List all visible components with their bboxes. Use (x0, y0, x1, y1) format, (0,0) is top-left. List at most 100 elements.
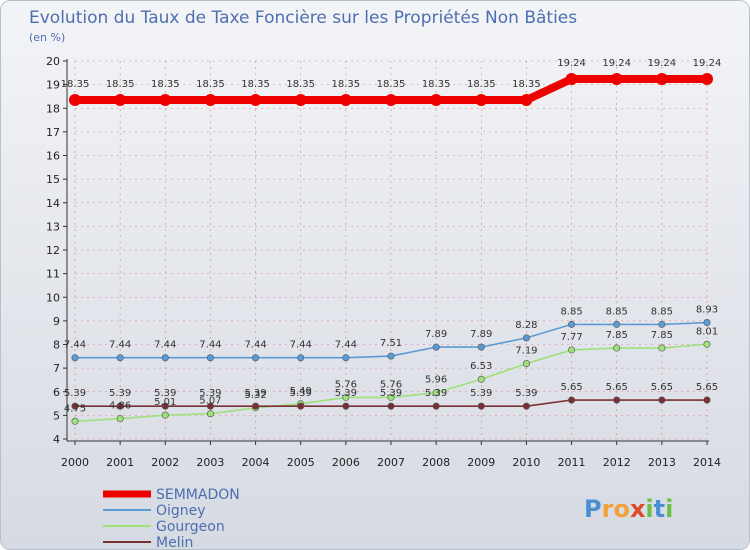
data-label: 5.49 (290, 386, 312, 397)
legend-label: Gourgeon (156, 519, 225, 535)
data-point (206, 402, 214, 410)
data-point (568, 346, 576, 354)
data-label: 19.24 (557, 58, 586, 69)
data-point (701, 72, 713, 85)
data-label: 8.93 (696, 305, 718, 316)
data-label: 18.35 (196, 79, 225, 90)
data-label: 7.44 (199, 340, 221, 351)
data-label: 5.39 (244, 388, 266, 399)
data-label: 18.35 (332, 79, 361, 90)
data-point (658, 344, 666, 352)
data-label: 5.65 (651, 382, 673, 393)
data-point (655, 72, 668, 85)
data-point (613, 344, 621, 352)
data-point (522, 334, 530, 342)
x-tick-label: 2000 (61, 456, 89, 469)
data-point (206, 354, 214, 362)
y-tick-label: 15 (46, 173, 60, 186)
data-label: 7.44 (109, 340, 131, 351)
data-label: 5.39 (154, 388, 176, 399)
data-point (206, 410, 214, 418)
data-point (294, 93, 307, 106)
data-label: 5.39 (199, 388, 221, 399)
data-point (297, 354, 305, 362)
x-tick-label: 2009 (467, 456, 495, 469)
data-label: 8.85 (560, 306, 582, 317)
x-tick-label: 2008 (422, 456, 450, 469)
y-tick-label: 7 (53, 362, 60, 375)
data-point (703, 340, 711, 348)
logo-letter: i (665, 495, 673, 523)
logo-letter: P (584, 495, 602, 523)
data-label: 8.01 (696, 326, 718, 337)
x-tick-label: 2011 (558, 456, 586, 469)
x-tick-label: 2012 (603, 456, 631, 469)
series-layer (69, 72, 713, 425)
chart-subtitle: (en %) (29, 31, 65, 44)
data-label: 5.65 (606, 382, 628, 393)
data-point (116, 415, 124, 423)
data-point (339, 93, 352, 106)
data-point (342, 393, 350, 401)
data-point (568, 396, 576, 404)
data-point (161, 411, 169, 419)
data-label: 4.75 (64, 403, 86, 414)
data-label: 5.39 (470, 388, 492, 399)
proxiti-logo: Proxiti (584, 495, 673, 523)
data-point (613, 320, 621, 328)
x-tick-label: 2003 (196, 456, 224, 469)
data-point (252, 402, 260, 410)
data-point (430, 93, 443, 106)
data-point (116, 402, 124, 410)
data-label: 5.96 (425, 375, 447, 386)
data-point (116, 354, 124, 362)
data-label: 19.24 (648, 58, 677, 69)
logo-letter: t (654, 495, 665, 523)
data-point (204, 93, 217, 106)
data-label: 7.77 (560, 332, 582, 343)
data-point (703, 396, 711, 404)
data-point (477, 343, 485, 351)
data-point (477, 402, 485, 410)
data-point (568, 320, 576, 328)
data-label: 7.89 (470, 329, 492, 340)
legend-label: Oigney (156, 503, 206, 519)
data-point (610, 72, 623, 85)
data-point (387, 393, 395, 401)
data-point (159, 93, 172, 106)
data-point (432, 402, 440, 410)
data-point (71, 417, 79, 425)
data-point (658, 396, 666, 404)
data-point (385, 93, 397, 106)
data-point (249, 93, 262, 106)
x-tick-label: 2010 (512, 456, 540, 469)
data-label: 5.39 (109, 388, 131, 399)
data-point (613, 396, 621, 404)
data-label: 5.39 (335, 388, 357, 399)
x-tick-label: 2013 (648, 456, 676, 469)
y-tick-label: 6 (53, 386, 60, 399)
logo-letter: r (602, 495, 614, 523)
y-tick-label: 19 (46, 79, 60, 92)
data-point (522, 360, 530, 368)
data-label: 7.51 (380, 338, 402, 349)
y-tick-label: 9 (53, 315, 60, 328)
data-point (387, 402, 395, 410)
data-label: 19.24 (693, 58, 722, 69)
legend-label: Melin (156, 535, 193, 549)
data-point (71, 402, 79, 410)
data-label: 5.65 (560, 382, 582, 393)
x-tick-label: 2002 (151, 456, 179, 469)
x-tick-label: 2006 (332, 456, 360, 469)
data-label: 5.39 (425, 388, 447, 399)
data-point (565, 72, 578, 85)
data-label: 18.35 (467, 79, 496, 90)
axis-layer: 4 5 6 7 8 9 10 11 12 13 14 15 16 17 18 19 20 2000 2001 2002… (46, 55, 721, 469)
data-label: 5.65 (696, 382, 718, 393)
data-label: 4.86 (109, 401, 131, 412)
y-tick-label: 11 (46, 268, 60, 281)
data-label: 5.01 (154, 397, 176, 408)
logo-letter: x (630, 495, 646, 523)
data-label: 6.53 (470, 361, 492, 372)
